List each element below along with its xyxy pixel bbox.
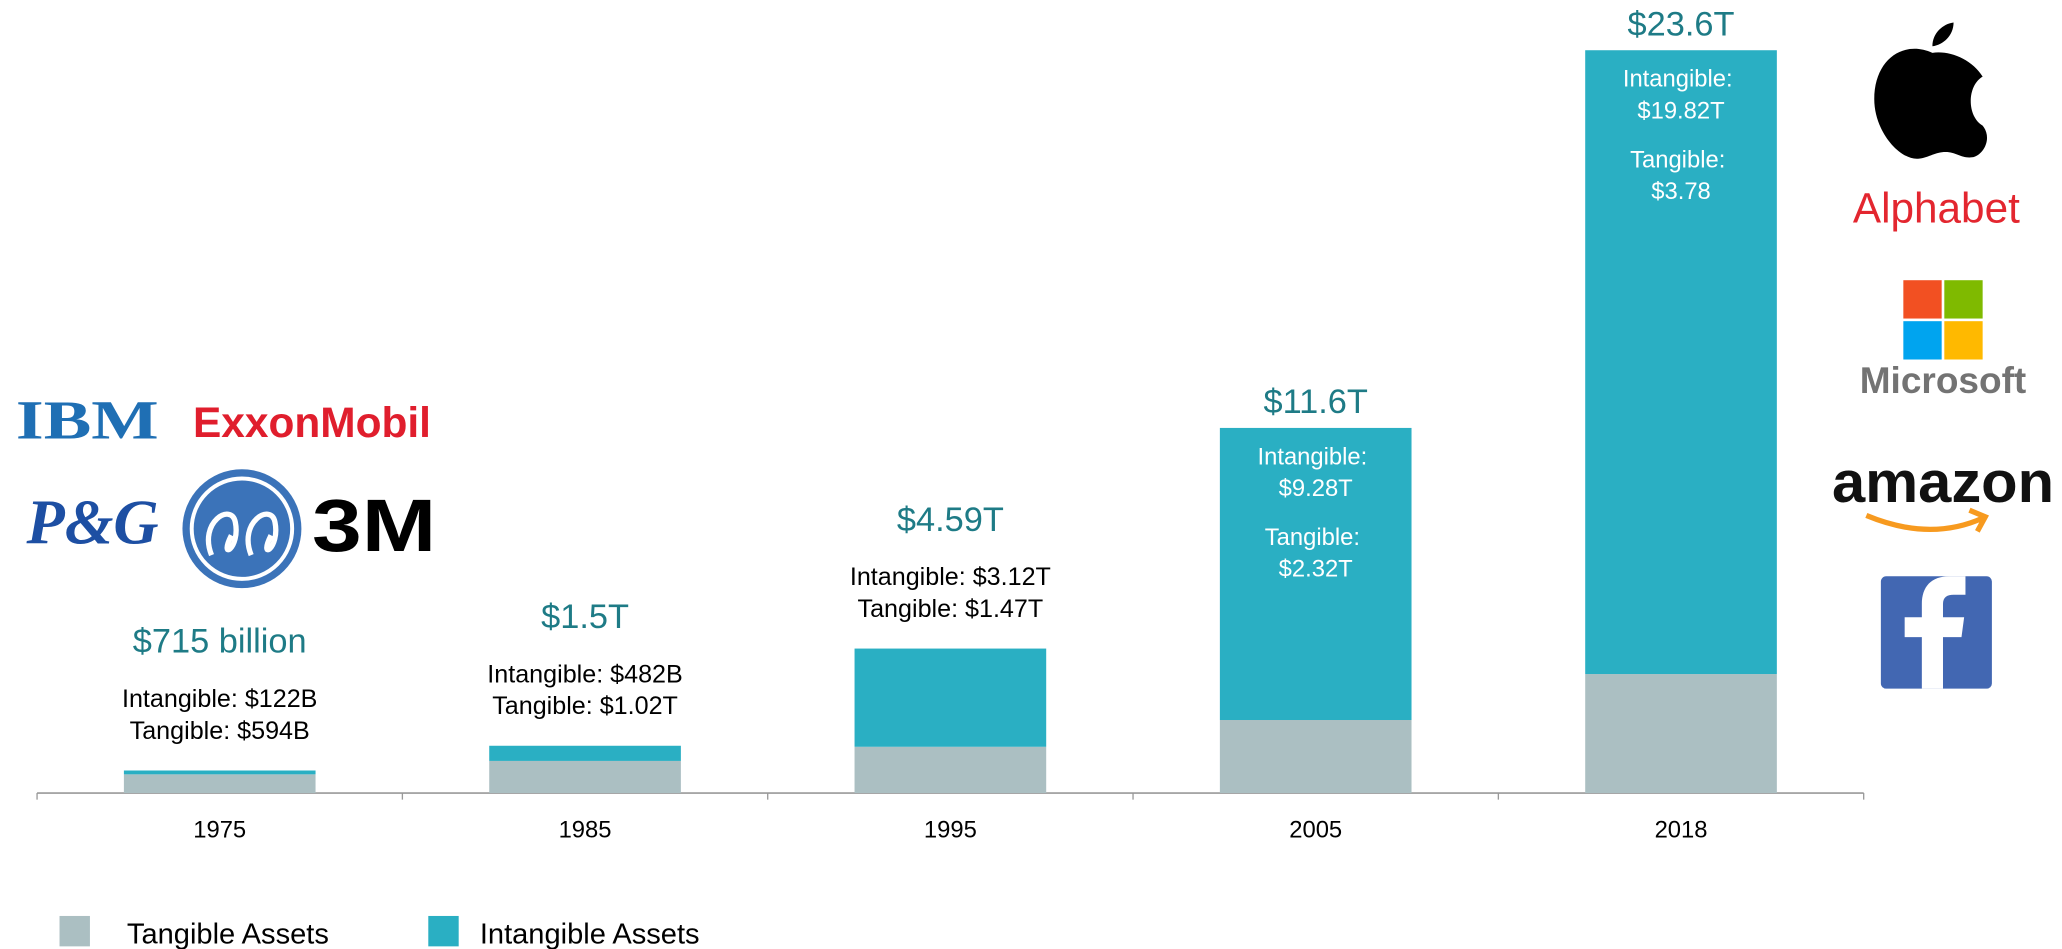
value-label: Tangible: $1.02T <box>492 692 678 720</box>
label-line: $2.32T <box>1279 556 1353 583</box>
x-tick-label: 1995 <box>924 817 977 844</box>
legend-label: Tangible Assets <box>127 918 329 949</box>
label-line: Intangible: <box>1623 66 1739 93</box>
amazon-smile <box>1865 507 1990 533</box>
value-label: Tangible: $594B <box>130 717 310 745</box>
total-label: $23.6T <box>1628 6 1735 44</box>
logo-microsoft: Microsoft <box>1860 360 2027 401</box>
label-line: Tangible: <box>1630 147 1732 174</box>
bar-segment <box>1219 427 1412 721</box>
total-label: $715 billion <box>133 623 307 661</box>
bar-segment <box>854 648 1047 747</box>
logo-3m: 3M <box>312 484 436 567</box>
x-tick-label: 2005 <box>1289 817 1342 844</box>
legend-swatch <box>59 915 90 947</box>
label-line: Tangible: <box>1265 524 1367 551</box>
bar-segment <box>1585 50 1777 675</box>
value-label: Tangible: $1.47T <box>858 595 1044 623</box>
bar-segment <box>489 745 681 761</box>
value-label: Intangible: $3.12T <box>850 563 1051 591</box>
ge-circle <box>182 469 302 589</box>
value-label: Intangible: $19.82T <box>1623 66 1739 125</box>
ge-ring <box>189 476 295 581</box>
ms-square <box>1903 321 1942 360</box>
total-label: $1.5T <box>541 598 629 636</box>
x-tick-label: 1975 <box>193 817 246 844</box>
value-label: Intangible: $9.28T <box>1258 444 1374 503</box>
ms-square <box>1944 280 1983 319</box>
logo-ibm: IBM <box>16 390 159 451</box>
facebook-f <box>1904 576 1966 689</box>
value-label: Intangible: $122B <box>122 685 317 713</box>
label-line: $9.28T <box>1279 475 1353 502</box>
bar-segment <box>1585 674 1777 794</box>
value-label: Tangible: $2.32T <box>1265 524 1367 583</box>
label-line: Intangible: <box>1258 444 1374 471</box>
logo-amazon: amazon <box>1832 450 2054 515</box>
logo-apple <box>1874 22 1988 159</box>
x-tick-label: 2018 <box>1655 817 1708 844</box>
bar-segment <box>1219 720 1412 794</box>
ms-square <box>1944 321 1983 360</box>
logo-exxonmobil: ExxonMobil <box>193 399 431 446</box>
bar-segment <box>489 760 681 794</box>
label-line: $19.82T <box>1637 98 1724 125</box>
ge-script <box>205 511 279 557</box>
legend-label: Intangible Assets <box>480 918 700 949</box>
total-label: $4.59T <box>897 501 1004 539</box>
total-label: $11.6T <box>1263 383 1367 421</box>
value-label: Tangible: $3.78 <box>1630 147 1732 206</box>
label-line: $3.78 <box>1651 178 1711 205</box>
value-label: Intangible: $482B <box>487 660 682 688</box>
logos-2018: Alphabet Microsoft amazon <box>1832 22 2054 689</box>
logo-alphabet: Alphabet <box>1853 185 2020 232</box>
x-tick-label: 1985 <box>559 817 612 844</box>
bar-segment <box>123 774 316 794</box>
logos-1975: IBM ExxonMobil P&G 3M <box>16 390 436 589</box>
ms-square <box>1903 280 1942 319</box>
logo-ge <box>182 469 302 589</box>
legend-swatch <box>428 915 459 947</box>
bar-segment <box>854 746 1047 794</box>
logo-pg: P&G <box>26 486 159 557</box>
bar-segment <box>123 770 316 775</box>
